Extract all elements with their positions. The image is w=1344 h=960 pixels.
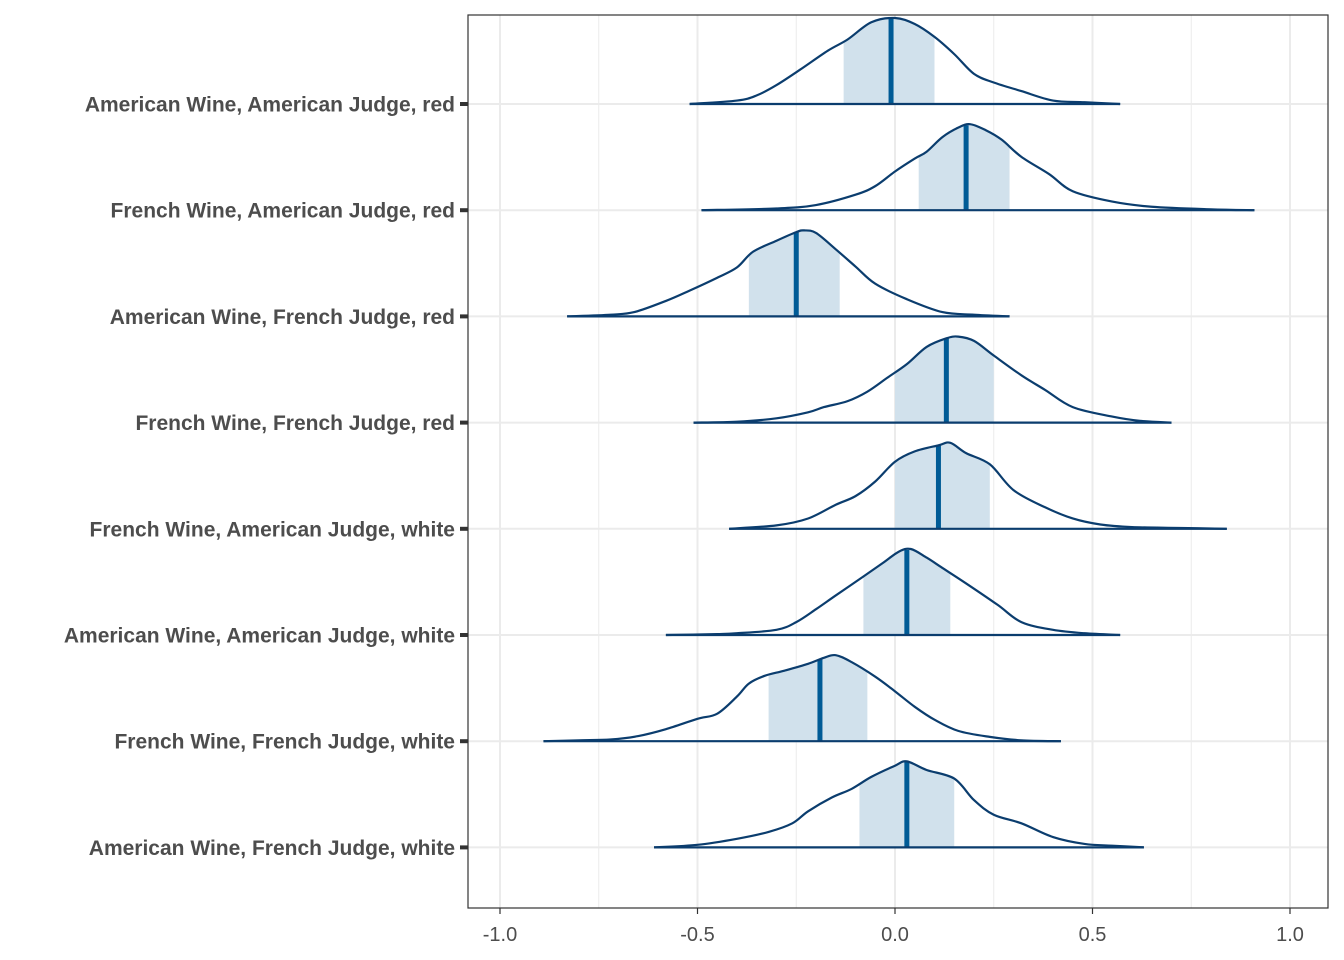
ridge-4 [693, 335, 1172, 424]
y-tick-label: French Wine, American Judge, red [111, 200, 455, 223]
y-tick-label: American Wine, French Judge, white [89, 837, 455, 860]
x-tick-label: 1.0 [1276, 924, 1304, 946]
density-curve [689, 16, 1121, 106]
y-tick-label: French Wine, French Judge, red [135, 412, 455, 435]
x-tick-label: 0.5 [1079, 924, 1107, 946]
y-tick-label: American Wine, French Judge, red [110, 306, 455, 329]
x-tick-label: 0.0 [881, 924, 909, 946]
density-ridges [543, 16, 1255, 849]
density-curve [701, 123, 1255, 212]
density-curve [653, 760, 1144, 849]
y-tick-label: French Wine, American Judge, white [90, 518, 455, 541]
density-curve [729, 441, 1227, 530]
y-axis: American Wine, American Judge, red French… [64, 94, 468, 860]
x-tick-label: -0.5 [680, 924, 714, 946]
density-curve [665, 547, 1121, 637]
density-curve [543, 653, 1061, 743]
ridge-8 [653, 760, 1144, 849]
y-tick-label: American Wine, American Judge, white [64, 625, 455, 648]
y-tick-label: French Wine, French Judge, white [114, 731, 455, 754]
x-axis: -1.0 -0.5 0.0 0.5 1.0 [483, 908, 1304, 946]
y-tick-label: American Wine, American Judge, red [85, 94, 455, 117]
density-curve [567, 229, 1010, 318]
ridge-1 [689, 16, 1121, 106]
panel-border [467, 14, 1329, 909]
x-tick-label: -1.0 [483, 924, 517, 946]
ridge-5 [729, 441, 1227, 530]
density-curve [693, 335, 1172, 424]
ridge-7 [543, 653, 1061, 743]
